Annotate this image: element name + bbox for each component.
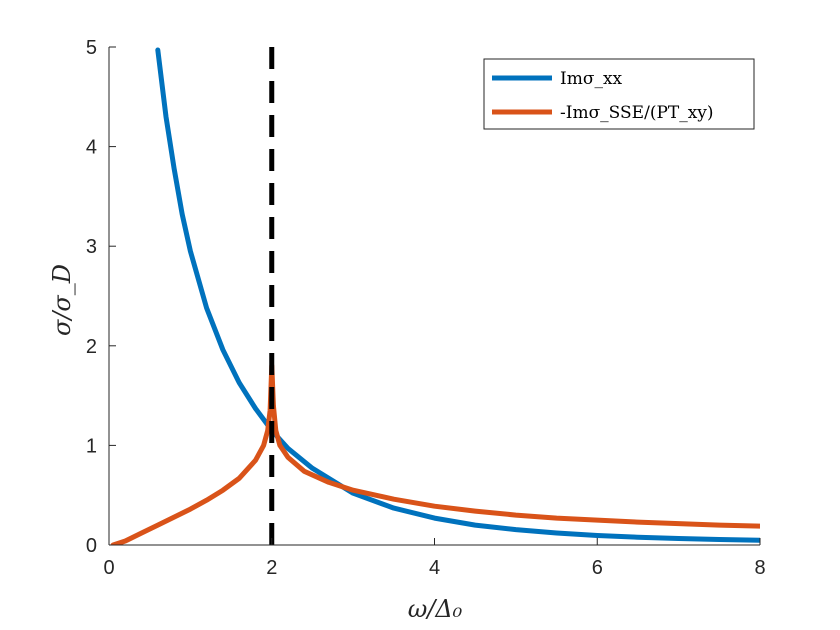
x-tick-label: 6 — [592, 557, 603, 579]
x-tick-label: 4 — [429, 557, 440, 579]
plot-area — [110, 47, 760, 545]
x-tick-label: 8 — [754, 557, 765, 579]
legend-label-series-2: -Imσ_SSE/(PT_xy) — [560, 103, 714, 123]
series-line-2 — [110, 363, 760, 545]
legend-label-series-1: Imσ_xx — [560, 69, 623, 89]
y-axis-label: σ/σ_D — [48, 264, 76, 336]
x-axis-label: ω/Δ₀ — [408, 595, 463, 623]
y-tick-label: 0 — [86, 535, 97, 557]
y-tick-label: 5 — [86, 37, 97, 59]
x-tick-label: 2 — [266, 557, 277, 579]
legend: Imσ_xx -Imσ_SSE/(PT_xy) — [483, 58, 755, 130]
y-tick-label: 4 — [86, 137, 97, 159]
series-line-1 — [155, 47, 760, 543]
y-tick-label: 3 — [86, 236, 97, 258]
legend-box — [483, 58, 755, 130]
y-tick-label: 1 — [86, 435, 97, 457]
axes: 0 2 4 6 8 0 1 2 3 4 5 — [86, 37, 766, 579]
x-tick-label: 0 — [103, 557, 114, 579]
y-tick-label: 2 — [86, 336, 97, 358]
